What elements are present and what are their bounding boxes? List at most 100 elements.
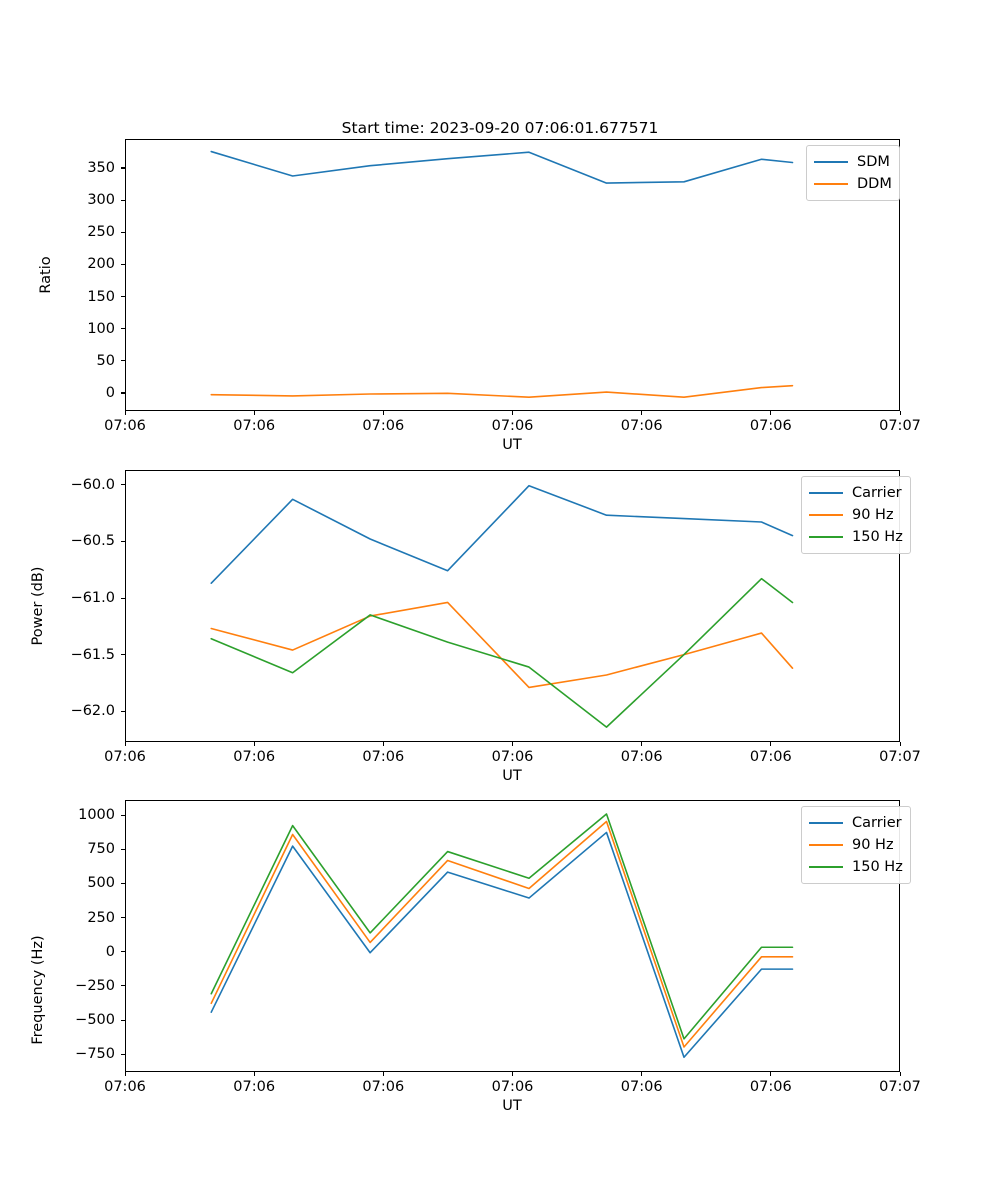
x-tick-mark [253, 411, 255, 415]
x-tick-label: 07:07 [879, 749, 921, 765]
x-tick-mark [124, 411, 126, 415]
x-tick-mark [512, 411, 514, 415]
y-tick-label: 200 [87, 256, 115, 273]
legend-item[interactable]: 150 Hz [809, 856, 903, 878]
x-tick-mark [253, 1072, 255, 1076]
y-tick-label: −250 [75, 977, 115, 994]
x-tick-mark [512, 742, 514, 746]
frequency-x-axis-label: UT [502, 1098, 522, 1114]
x-tick-label: 07:06 [104, 749, 146, 765]
legend-swatch-150hz [809, 866, 843, 868]
x-tick-label: 07:06 [491, 749, 534, 765]
y-tick-mark [121, 199, 125, 201]
power-legend[interactable]: Carrier 90 Hz 150 Hz [801, 476, 911, 554]
legend-swatch-sdm [814, 161, 848, 163]
x-tick-mark [899, 742, 901, 746]
x-tick-mark [124, 742, 126, 746]
legend-item[interactable]: SDM [814, 151, 892, 173]
y-tick-mark [121, 540, 125, 542]
legend-label-150hz: 150 Hz [852, 529, 903, 545]
legend-label-ddm: DDM [857, 176, 892, 192]
y-tick-label: 100 [87, 320, 115, 337]
series-line [210, 484, 794, 584]
y-tick-mark [121, 985, 125, 987]
y-tick-label: −500 [75, 1012, 115, 1029]
legend-item[interactable]: 90 Hz [809, 504, 903, 526]
legend-swatch-90hz [809, 514, 843, 516]
x-tick-mark [382, 411, 384, 415]
y-tick-mark [121, 484, 125, 486]
legend-item[interactable]: 150 Hz [809, 526, 903, 548]
legend-label-carrier: Carrier [852, 485, 902, 501]
y-tick-mark [121, 263, 125, 265]
frequency-lines [210, 813, 794, 1059]
x-tick-mark [770, 742, 772, 746]
x-tick-label: 07:06 [104, 1079, 146, 1095]
ratio-legend[interactable]: SDM DDM [806, 145, 900, 201]
y-tick-label: −60.5 [70, 533, 115, 550]
legend-label-90hz: 90 Hz [852, 837, 894, 853]
legend-item[interactable]: Carrier [809, 482, 903, 504]
x-tick-label: 07:06 [620, 418, 663, 434]
series-line [210, 150, 794, 184]
frequency-y-axis-label: Frequency (Hz) [30, 935, 46, 1045]
x-tick-mark [253, 742, 255, 746]
x-tick-label: 07:06 [491, 1079, 534, 1095]
y-tick-mark [121, 654, 125, 656]
y-tick-label: 50 [96, 352, 115, 369]
legend-label-sdm: SDM [857, 154, 890, 170]
x-tick-mark [770, 1072, 772, 1076]
power-x-axis-label: UT [502, 768, 522, 784]
y-tick-mark [121, 814, 125, 816]
x-tick-label: 07:06 [491, 418, 534, 434]
x-tick-mark [512, 1072, 514, 1076]
series-line [210, 831, 794, 1059]
legend-item[interactable]: 90 Hz [809, 834, 903, 856]
series-line [210, 813, 794, 1040]
y-tick-mark [121, 392, 125, 394]
series-line [210, 577, 794, 728]
x-tick-label: 07:06 [749, 1079, 792, 1095]
figure-title: Start time: 2023-09-20 07:06:01.677571 [341, 119, 659, 137]
y-tick-mark [121, 597, 125, 599]
x-tick-label: 07:06 [233, 1079, 276, 1095]
y-tick-mark [121, 848, 125, 850]
y-tick-mark [121, 167, 125, 169]
legend-item[interactable]: DDM [814, 173, 892, 195]
x-tick-mark [641, 1072, 643, 1076]
y-tick-label: 750 [87, 841, 115, 858]
legend-item[interactable]: Carrier [809, 812, 903, 834]
x-tick-label: 07:06 [104, 418, 146, 434]
x-tick-mark [770, 411, 772, 415]
x-tick-label: 07:06 [362, 1079, 405, 1095]
legend-swatch-carrier [809, 492, 843, 494]
frequency-plot-area [125, 800, 900, 1072]
x-tick-mark [899, 411, 901, 415]
x-tick-label: 07:06 [362, 749, 405, 765]
x-tick-label: 07:06 [233, 418, 276, 434]
x-tick-mark [124, 1072, 126, 1076]
y-tick-mark [121, 231, 125, 233]
x-tick-mark [899, 1072, 901, 1076]
frequency-legend[interactable]: Carrier 90 Hz 150 Hz [801, 806, 911, 884]
y-tick-label: 500 [87, 875, 115, 892]
power-lines [210, 484, 794, 728]
x-tick-label: 07:06 [749, 749, 792, 765]
x-tick-label: 07:06 [749, 418, 792, 434]
x-tick-label: 07:06 [620, 1079, 663, 1095]
x-tick-mark [382, 742, 384, 746]
y-tick-mark [121, 360, 125, 362]
y-tick-label: 0 [105, 384, 115, 401]
y-tick-mark [121, 917, 125, 919]
y-tick-label: 300 [87, 192, 115, 209]
ratio-lines [210, 150, 794, 399]
legend-swatch-90hz [809, 844, 843, 846]
y-tick-mark [121, 951, 125, 953]
y-tick-label: 0 [105, 943, 115, 960]
series-line [210, 384, 794, 399]
y-tick-label: −61.0 [70, 590, 115, 607]
x-tick-label: 07:07 [879, 1079, 921, 1095]
